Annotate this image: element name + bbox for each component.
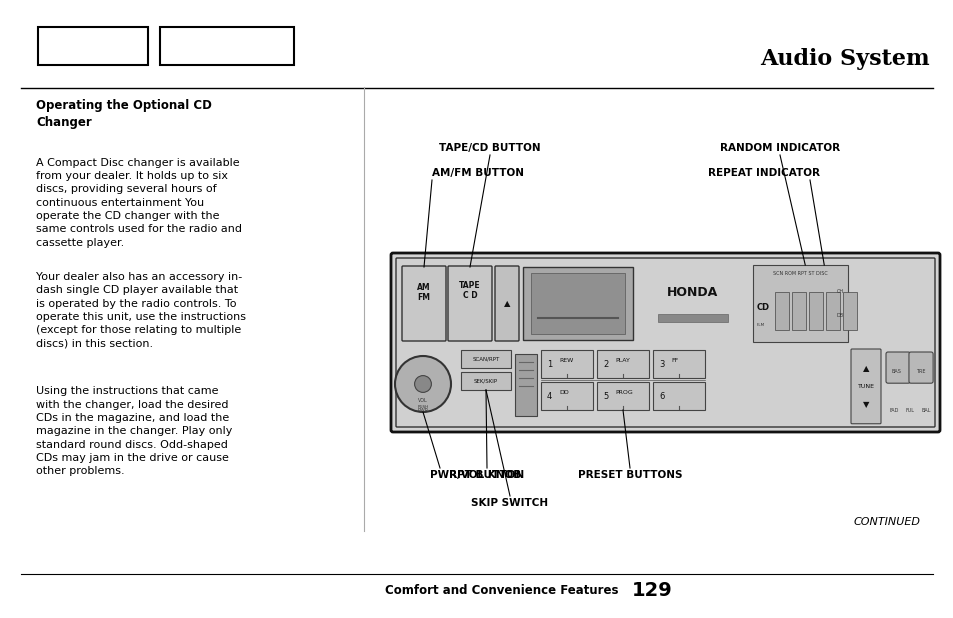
- FancyBboxPatch shape: [448, 266, 492, 341]
- Bar: [658, 315, 727, 323]
- Bar: [825, 292, 840, 331]
- Text: FF: FF: [670, 358, 678, 363]
- Text: 2: 2: [602, 360, 608, 368]
- Bar: [522, 267, 633, 340]
- Text: Comfort and Convenience Features: Comfort and Convenience Features: [384, 583, 618, 597]
- Text: Audio System: Audio System: [760, 48, 929, 70]
- Text: 129: 129: [631, 581, 672, 599]
- Bar: [597, 382, 648, 410]
- Text: SKIP SWITCH: SKIP SWITCH: [471, 498, 548, 508]
- FancyBboxPatch shape: [885, 352, 909, 383]
- Text: TAPE/CD BUTTON: TAPE/CD BUTTON: [438, 143, 540, 153]
- Text: SCAN/RPT: SCAN/RPT: [472, 357, 499, 362]
- Text: TUNE: TUNE: [857, 384, 874, 389]
- Text: PUSH: PUSH: [417, 405, 428, 409]
- Text: REPEAT INDICATOR: REPEAT INDICATOR: [707, 168, 820, 178]
- Text: RPT BUTTON: RPT BUTTON: [449, 470, 524, 480]
- Text: 1: 1: [546, 360, 552, 368]
- Bar: [652, 350, 704, 378]
- Text: 5: 5: [602, 391, 608, 400]
- Text: REW: REW: [558, 358, 573, 363]
- Text: SEK/SKIP: SEK/SKIP: [474, 378, 497, 384]
- Text: PLAY: PLAY: [615, 358, 629, 363]
- FancyBboxPatch shape: [395, 258, 934, 427]
- FancyBboxPatch shape: [908, 352, 932, 383]
- Text: A Compact Disc changer is available
from your dealer. It holds up to six
discs, : A Compact Disc changer is available from…: [36, 158, 242, 248]
- FancyBboxPatch shape: [401, 266, 446, 341]
- Text: BAS: BAS: [891, 369, 901, 374]
- Text: VOL: VOL: [417, 398, 428, 404]
- Text: DD: DD: [558, 390, 568, 395]
- Bar: [808, 292, 822, 331]
- Text: PROG: PROG: [615, 390, 632, 395]
- Text: SCN ROM RPT ST DISC: SCN ROM RPT ST DISC: [772, 271, 827, 276]
- Bar: [597, 350, 648, 378]
- Bar: [791, 292, 805, 331]
- Bar: [540, 382, 593, 410]
- Text: Your dealer also has an accessory in-
dash single CD player available that
is op: Your dealer also has an accessory in- da…: [36, 272, 246, 349]
- Bar: [515, 354, 537, 416]
- FancyBboxPatch shape: [495, 266, 518, 341]
- Text: 4: 4: [546, 391, 552, 400]
- Text: RANDOM INDICATOR: RANDOM INDICATOR: [720, 143, 840, 153]
- Text: CH: CH: [836, 289, 843, 294]
- Text: PWR: PWR: [417, 408, 428, 413]
- Bar: [460, 350, 511, 368]
- Text: AM/FM BUTTON: AM/FM BUTTON: [432, 168, 523, 178]
- Bar: [752, 265, 847, 342]
- Circle shape: [395, 356, 451, 412]
- Text: CONTINUED: CONTINUED: [853, 517, 920, 527]
- Text: AM
FM: AM FM: [416, 283, 431, 302]
- Text: FUL: FUL: [904, 408, 914, 413]
- Text: TAPE
C D: TAPE C D: [458, 281, 480, 300]
- Text: 6: 6: [659, 391, 663, 400]
- FancyBboxPatch shape: [850, 349, 880, 424]
- Text: Operating the Optional CD
Changer: Operating the Optional CD Changer: [36, 99, 212, 129]
- Text: BAL: BAL: [921, 408, 929, 413]
- Bar: [774, 292, 788, 331]
- Bar: [38, 27, 148, 65]
- Bar: [460, 372, 511, 390]
- Bar: [842, 292, 856, 331]
- Text: ▲: ▲: [862, 363, 868, 373]
- Circle shape: [415, 376, 431, 392]
- Text: CD: CD: [757, 303, 769, 312]
- Text: DB: DB: [836, 313, 843, 318]
- Text: HONDA: HONDA: [667, 286, 718, 298]
- Text: FLM: FLM: [757, 323, 764, 327]
- Bar: [652, 382, 704, 410]
- Text: PRESET BUTTONS: PRESET BUTTONS: [578, 470, 681, 480]
- Bar: [160, 27, 294, 65]
- Text: PWR/VOL KNOB: PWR/VOL KNOB: [430, 470, 520, 480]
- Text: 3: 3: [659, 360, 663, 368]
- Bar: [540, 350, 593, 378]
- Bar: [531, 273, 624, 334]
- Text: TRE: TRE: [915, 369, 924, 374]
- Text: FAD: FAD: [888, 408, 898, 413]
- FancyBboxPatch shape: [391, 253, 939, 432]
- Text: Using the instructions that came
with the changer, load the desired
CDs in the m: Using the instructions that came with th…: [36, 386, 233, 476]
- Text: ▲: ▲: [503, 299, 510, 308]
- Text: ▼: ▼: [862, 400, 868, 409]
